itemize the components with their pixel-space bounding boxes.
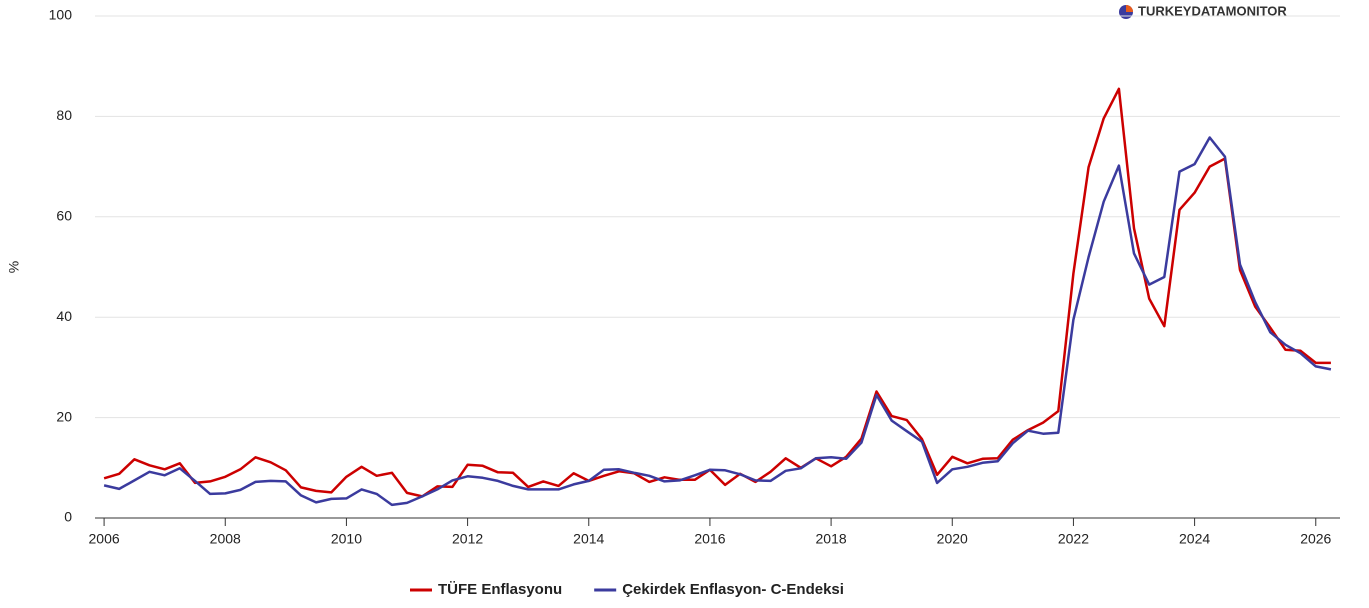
- x-tick-label: 2014: [573, 531, 604, 547]
- y-tick-label: 60: [56, 208, 72, 224]
- x-tick-label: 2024: [1179, 531, 1210, 547]
- x-tick-label: 2012: [452, 531, 483, 547]
- legend-text: Çekirdek Enflasyon- C-Endeksi: [622, 581, 844, 598]
- y-axis-label: %: [6, 261, 22, 273]
- legend-text: TÜFE Enflasyonu: [438, 581, 562, 598]
- x-tick-label: 2008: [210, 531, 241, 547]
- logo-icon-slice: [1126, 5, 1133, 12]
- x-tick-label: 2022: [1058, 531, 1089, 547]
- x-tick-label: 2016: [694, 531, 725, 547]
- y-tick-label: 0: [64, 509, 72, 525]
- x-tick-label: 2020: [937, 531, 968, 547]
- y-tick-label: 40: [56, 308, 72, 324]
- y-tick-label: 80: [56, 107, 72, 123]
- series-line: [103, 136, 1332, 507]
- x-tick-label: 2006: [89, 531, 120, 547]
- y-tick-label: 20: [56, 408, 72, 424]
- x-tick-label: 2026: [1300, 531, 1331, 547]
- x-tick-label: 2010: [331, 531, 362, 547]
- x-tick-label: 2018: [816, 531, 847, 547]
- logo: TURKEYDATAMONITOR: [1138, 3, 1287, 18]
- y-tick-label: 100: [49, 7, 73, 23]
- series-line: [103, 87, 1331, 498]
